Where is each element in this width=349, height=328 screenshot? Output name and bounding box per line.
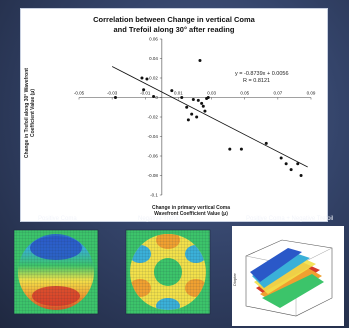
x-tick-label: 0.05: [240, 91, 249, 96]
data-point: [198, 58, 202, 62]
y-tick-label: 0.02: [149, 76, 158, 81]
x-tick-label: 0.03: [207, 91, 216, 96]
data-point: [201, 104, 205, 108]
data-point: [180, 96, 184, 99]
regression-r: R = 0.8121: [243, 78, 271, 84]
data-point: [239, 147, 243, 151]
x-axis-label: Change in primary vertical Coma Wavefron…: [131, 205, 251, 217]
y-tick-label: -0.06: [148, 154, 159, 159]
positive-coma-map: [13, 229, 99, 315]
data-point: [170, 89, 174, 93]
data-point: [142, 88, 146, 92]
positive-coma-label: Positive Coma: [38, 216, 77, 222]
y-tick-label: -0.1: [150, 193, 158, 198]
data-point: [299, 174, 303, 177]
data-point: [145, 77, 149, 81]
y-tick-label: -0.08: [148, 173, 159, 178]
y-axis-label: Change in Trefoil along 30° Wavefront Co…: [23, 53, 37, 173]
data-point: [264, 141, 268, 145]
y-tick-label: 0.04: [149, 56, 158, 61]
x-axis-label-line1: Change in primary vertical Coma: [151, 205, 231, 211]
data-point: [196, 98, 200, 102]
x-axis-label-line2: Wavefront Coefficient Value (μ): [154, 211, 228, 217]
svg-text:Diopter: Diopter: [232, 272, 237, 286]
data-point: [185, 105, 189, 109]
y-tick-label: 0.06: [149, 37, 158, 42]
data-point: [191, 97, 195, 101]
data-point: [228, 147, 232, 151]
chart-title-line1: Correlation between Change in vertical C…: [93, 15, 255, 24]
x-tick-label: -0.01: [140, 91, 151, 96]
data-point: [140, 76, 144, 80]
x-tick-label: 0.09: [307, 91, 316, 96]
regression-equation: y = -0.8739x + 0.0056: [235, 71, 289, 77]
y-tick-label: -0.04: [148, 134, 159, 139]
trendline: [111, 66, 308, 168]
y-tick-label: 0: [155, 95, 158, 100]
chart-title-line2: and Trefoil along 30° after reading: [113, 25, 235, 34]
negative-trefoil-label: Negative Trefoil: [138, 216, 180, 222]
data-point: [152, 95, 156, 99]
data-point: [195, 115, 199, 119]
scatter-chart-panel: Correlation between Change in vertical C…: [20, 8, 328, 222]
data-point: [289, 168, 293, 172]
regression-label: y = -0.8739x + 0.0056 R = 0.8121: [235, 71, 289, 85]
data-point: [203, 109, 207, 113]
negative-trefoil-map: [125, 229, 211, 315]
data-point: [190, 112, 194, 116]
x-tick-label: 0.01: [174, 91, 183, 96]
combined-surface-plot: Diopter: [232, 226, 344, 326]
data-point: [113, 96, 117, 99]
data-point: [186, 118, 190, 122]
data-point: [200, 101, 204, 105]
chart-title: Correlation between Change in vertical C…: [21, 15, 327, 35]
y-tick-label: -0.02: [148, 115, 159, 120]
x-tick-label: -0.03: [107, 91, 118, 96]
data-point: [284, 162, 288, 166]
x-tick-label: -0.05: [74, 91, 85, 96]
data-point: [296, 162, 300, 166]
data-point: [206, 96, 210, 99]
combined-label: Positive Coma + Negative Trefoil: [246, 216, 334, 222]
y-axis-label-line2: Coefficient Value (μ): [30, 88, 37, 138]
data-point: [279, 156, 283, 160]
scatter-plot: 0.06 0.04 0.02 0 -0.02 -0.04 -0.06 -0.08 -0.1 -0.…: [74, 37, 316, 198]
x-tick-label: 0.07: [273, 91, 282, 96]
